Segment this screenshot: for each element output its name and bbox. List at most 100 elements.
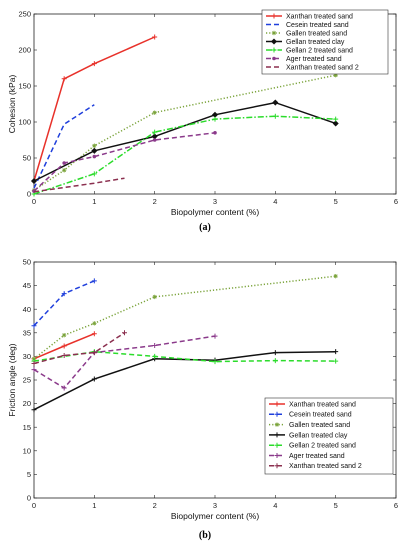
- data-point: [61, 291, 67, 297]
- x-tick-label: 6: [394, 501, 398, 510]
- x-tick-label: 5: [334, 197, 338, 206]
- legend-marker: [274, 411, 280, 417]
- x-tick-label: 2: [153, 197, 157, 206]
- x-tick-label: 5: [334, 501, 338, 510]
- data-point: [152, 129, 158, 135]
- data-point: [333, 349, 339, 355]
- data-point: [333, 273, 338, 279]
- y-tick-label: 50: [23, 154, 31, 163]
- legend-label: Xanthan treated sand: [286, 13, 353, 20]
- data-point: [152, 34, 158, 40]
- legend-label: Gallen treated sand: [286, 30, 347, 37]
- figure-caption: (a): [199, 222, 211, 233]
- legend-marker: [271, 30, 277, 36]
- series-line: [33, 177, 125, 193]
- data-point: [31, 367, 37, 373]
- series-line: [33, 36, 156, 182]
- series-xanthan-treated-sand-2: [33, 177, 125, 193]
- figure-caption: (b): [199, 530, 211, 541]
- legend-marker: [274, 463, 280, 469]
- x-tick-label: 2: [153, 501, 157, 510]
- data-point: [61, 332, 67, 338]
- data-point: [91, 171, 97, 177]
- y-tick-label: 35: [23, 328, 31, 337]
- data-point: [152, 110, 157, 115]
- legend-marker: [274, 453, 280, 458]
- data-point: [91, 376, 97, 382]
- data-point: [91, 61, 97, 67]
- data-point: [212, 333, 218, 339]
- data-point: [92, 321, 97, 326]
- data-point: [61, 76, 67, 82]
- data-point: [91, 278, 97, 284]
- data-point: [212, 359, 218, 365]
- data-point: [62, 161, 66, 165]
- x-tick-label: 3: [213, 197, 217, 206]
- y-tick-label: 15: [23, 423, 31, 432]
- data-point: [91, 147, 98, 154]
- y-axis-label: Cohesion (kPa): [7, 75, 17, 134]
- legend-label: Ager treated sand: [286, 56, 342, 63]
- data-point: [61, 352, 67, 358]
- legend-marker: [271, 13, 277, 19]
- legend-marker: [274, 422, 280, 427]
- x-axis-label: Biopolymer content (%): [171, 207, 260, 217]
- data-point: [272, 358, 278, 364]
- y-tick-label: 20: [23, 399, 31, 408]
- data-point: [122, 330, 127, 336]
- x-axis-label: Biopolymer content (%): [171, 511, 260, 521]
- data-point: [272, 350, 278, 356]
- data-point: [91, 331, 97, 337]
- legend-label: Gallen treated sand: [289, 422, 350, 429]
- data-point: [213, 131, 217, 135]
- y-tick-label: 100: [18, 118, 31, 127]
- y-tick-label: 0: [27, 190, 31, 199]
- y-tick-label: 40: [23, 305, 31, 314]
- legend-label: Xanthan treated sand 2: [286, 64, 359, 71]
- data-point: [61, 385, 67, 391]
- legend-label: Xanthan treated sand: [289, 401, 356, 408]
- data-point: [61, 343, 67, 349]
- series-gellan-2-treated-sand: [31, 113, 339, 197]
- x-tick-label: 1: [92, 197, 96, 206]
- x-tick-label: 4: [273, 197, 277, 206]
- data-point: [333, 358, 339, 364]
- y-tick-label: 5: [27, 470, 31, 479]
- chart-a: 0 1 2 3 4 5 6 0 50 100 150 200 250 Biopolymer content…: [7, 10, 398, 233]
- legend-label: Cesein treated sand: [286, 22, 349, 29]
- data-point: [332, 120, 339, 127]
- data-point: [30, 178, 38, 185]
- y-tick-label: 25: [23, 376, 31, 385]
- y-tick-label: 0: [27, 494, 31, 503]
- data-point: [31, 407, 37, 413]
- legend: Xanthan treated sand Cesein treated sand G…: [264, 397, 394, 475]
- legend-marker: [271, 47, 277, 53]
- legend-label: Gellan treated clay: [289, 432, 348, 439]
- x-tick-label: 3: [213, 501, 217, 510]
- legend-box: [261, 9, 389, 75]
- data-point: [333, 116, 339, 122]
- data-point: [152, 138, 157, 142]
- data-point: [31, 360, 37, 366]
- legend-marker: [272, 56, 276, 61]
- legend-label: Gellan treated clay: [286, 39, 345, 46]
- x-tick-label: 1: [92, 501, 96, 510]
- legend-box: [264, 397, 394, 475]
- legend-label: Gellan 2 treated sand: [286, 47, 353, 54]
- legend-label: Ager treated sand: [289, 453, 345, 460]
- series-ager-treated-sand: [32, 131, 217, 193]
- legend-marker: [274, 442, 280, 448]
- legend-marker: [270, 38, 278, 45]
- x-tick-label: 4: [273, 501, 277, 510]
- x-tick-label: 6: [394, 197, 398, 206]
- y-tick-label: 30: [23, 352, 31, 361]
- legend-marker: [274, 432, 280, 438]
- x-tick-label: 0: [32, 501, 36, 510]
- data-point: [152, 353, 158, 359]
- data-point: [91, 350, 97, 356]
- series-cesein-treated-sand: [31, 278, 97, 329]
- series-xanthan-treated-sand-2: [31, 330, 127, 366]
- y-tick-label: 10: [23, 446, 31, 455]
